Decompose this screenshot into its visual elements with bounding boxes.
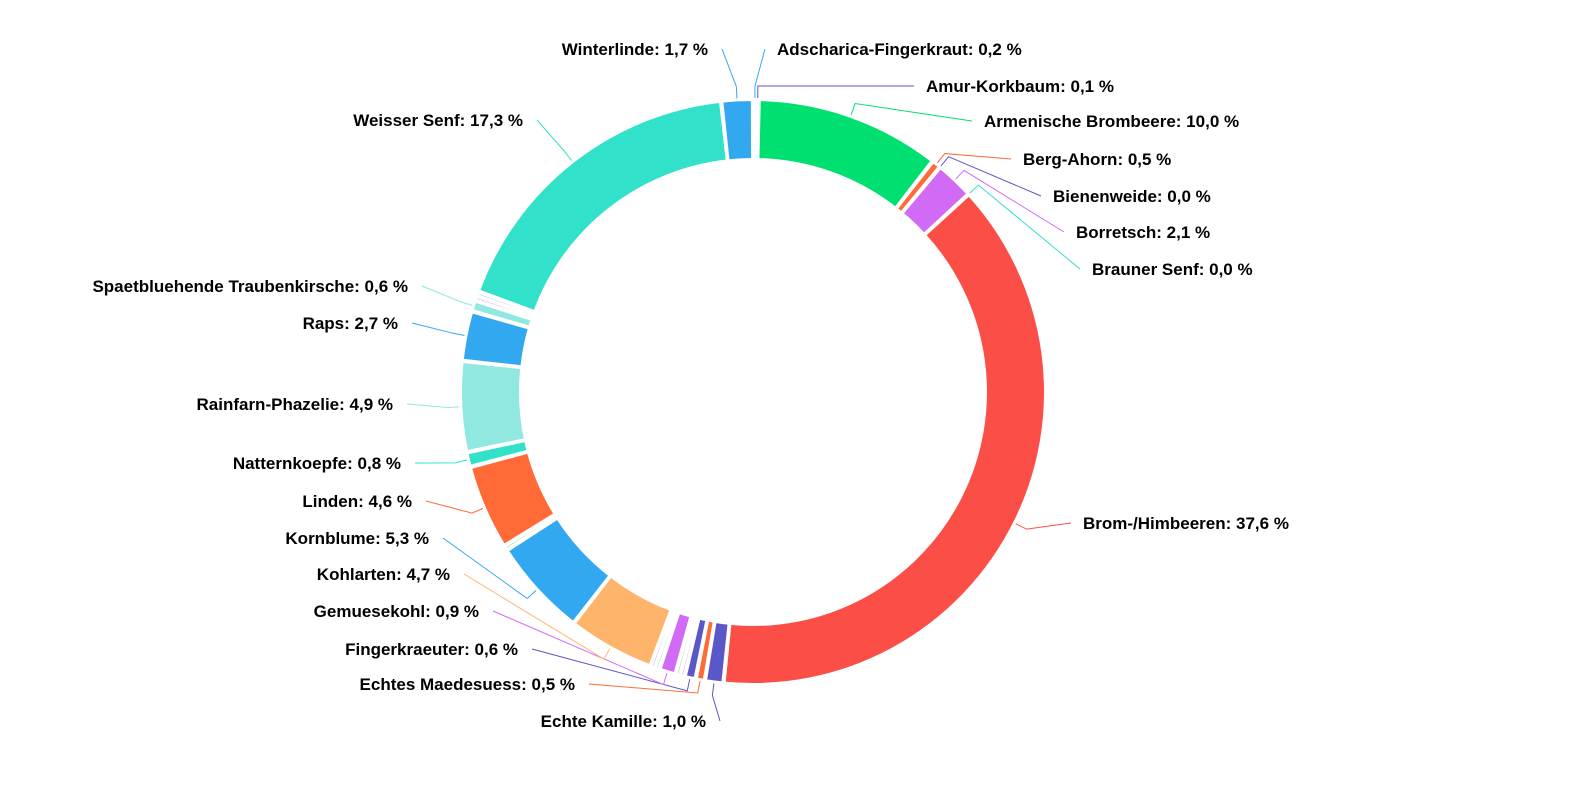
leader-linden xyxy=(425,500,484,514)
leader-rainfarn-phazelie xyxy=(406,403,460,408)
leader-amur-korkbaum xyxy=(757,85,915,99)
label-echte-kamille: Echte Kamille: 1,0 % xyxy=(541,712,706,731)
leader-kornblume xyxy=(442,537,537,600)
slice-minor-1[interactable] xyxy=(675,615,695,676)
slice-natternkoepfe[interactable] xyxy=(466,440,529,467)
slice-raps[interactable] xyxy=(461,311,530,368)
label-echtes-maedesuess: Echtes Maedesuess: 0,5 % xyxy=(360,675,575,694)
label-weisser-senf: Weisser Senf: 17,3 % xyxy=(353,111,523,130)
slice-gemuesekohl[interactable] xyxy=(659,612,692,675)
label-spaetbluehende-traubenkirsche: Spaetbluehende Traubenkirsche: 0,6 % xyxy=(92,277,408,296)
slice-fingerkraeuter[interactable] xyxy=(684,617,708,680)
slice-layer xyxy=(460,99,1046,686)
leader-spaetbluehende-traubenkirsche xyxy=(421,285,473,306)
leader-weisser-senf xyxy=(536,119,573,161)
slice-echtes-maedesuess[interactable] xyxy=(695,619,715,681)
leader-fingerkraeuter xyxy=(531,648,691,692)
leader-bienenweide xyxy=(940,156,1042,197)
slice-brom-himbeeren[interactable] xyxy=(723,194,1046,686)
leader-kohlarten xyxy=(463,573,611,660)
label-linden: Linden: 4,6 % xyxy=(302,492,412,511)
leader-gemuesekohl xyxy=(492,610,668,686)
leader-raps xyxy=(411,322,465,336)
label-raps: Raps: 2,7 % xyxy=(303,314,398,333)
slice-minor-6[interactable] xyxy=(476,291,535,316)
slice-spaetbluehende-traubenkirsche[interactable] xyxy=(471,300,533,328)
leader-winterlinde xyxy=(721,48,738,99)
leader-echte-kamille xyxy=(711,683,721,722)
slice-echte-kamille[interactable] xyxy=(705,620,730,684)
slice-adscharica-fingerkraut[interactable] xyxy=(752,99,757,161)
label-brauner-senf: Brauner Senf: 0,0 % xyxy=(1092,260,1253,279)
slice-armenische-brombeere[interactable] xyxy=(757,99,933,209)
leader-brauner-senf xyxy=(969,184,1081,270)
label-winterlinde: Winterlinde: 1,7 % xyxy=(562,40,708,59)
slice-minor-0[interactable] xyxy=(680,616,699,677)
label-borretsch: Borretsch: 2,1 % xyxy=(1076,223,1210,242)
slice-minor-4[interactable] xyxy=(504,514,558,550)
slice-minor-3[interactable] xyxy=(650,609,675,668)
label-kohlarten: Kohlarten: 4,7 % xyxy=(317,565,450,584)
leader-berg-ahorn xyxy=(936,153,1012,164)
leader-layer xyxy=(406,48,1081,722)
label-natternkoepfe: Natternkoepfe: 0,8 % xyxy=(233,454,401,473)
leader-brom-himbeeren xyxy=(1015,522,1072,530)
slice-berg-ahorn[interactable] xyxy=(895,161,940,214)
label-berg-ahorn: Berg-Ahorn: 0,5 % xyxy=(1023,150,1171,169)
label-amur-korkbaum: Amur-Korkbaum: 0,1 % xyxy=(926,77,1114,96)
slice-winterlinde[interactable] xyxy=(721,99,754,162)
label-bienenweide: Bienenweide: 0,0 % xyxy=(1053,187,1211,206)
label-brom-himbeeren: Brom-/Himbeeren: 37,6 % xyxy=(1083,514,1289,533)
slice-weisser-senf[interactable] xyxy=(478,100,728,313)
slice-rainfarn-phazelie[interactable] xyxy=(460,361,526,453)
leader-borretsch xyxy=(955,169,1065,233)
leader-adscharica-fingerkraut xyxy=(754,48,766,99)
label-gemuesekohl: Gemuesekohl: 0,9 % xyxy=(314,602,479,621)
label-layer: Adscharica-Fingerkraut: 0,2 % Amur-Korkba… xyxy=(92,40,1289,731)
label-fingerkraeuter: Fingerkraeuter: 0,6 % xyxy=(345,640,518,659)
label-adscharica-fingerkraut: Adscharica-Fingerkraut: 0,2 % xyxy=(777,40,1022,59)
slice-kornblume[interactable] xyxy=(506,517,611,623)
label-kornblume: Kornblume: 5,3 % xyxy=(285,529,429,548)
leader-natternkoepfe xyxy=(414,459,468,464)
leader-echtes-maedesuess xyxy=(588,681,701,694)
slice-kohlarten[interactable] xyxy=(573,575,672,667)
slice-minor-5[interactable] xyxy=(475,296,534,320)
label-armenische-brombeere: Armenische Brombeere: 10,0 % xyxy=(984,112,1239,131)
label-rainfarn-phazelie: Rainfarn-Phazelie: 4,9 % xyxy=(196,395,393,414)
slice-borretsch[interactable] xyxy=(901,167,969,235)
slice-linden[interactable] xyxy=(470,451,556,546)
slice-minor-2[interactable] xyxy=(655,610,679,670)
leader-armenische-brombeere xyxy=(850,102,973,122)
